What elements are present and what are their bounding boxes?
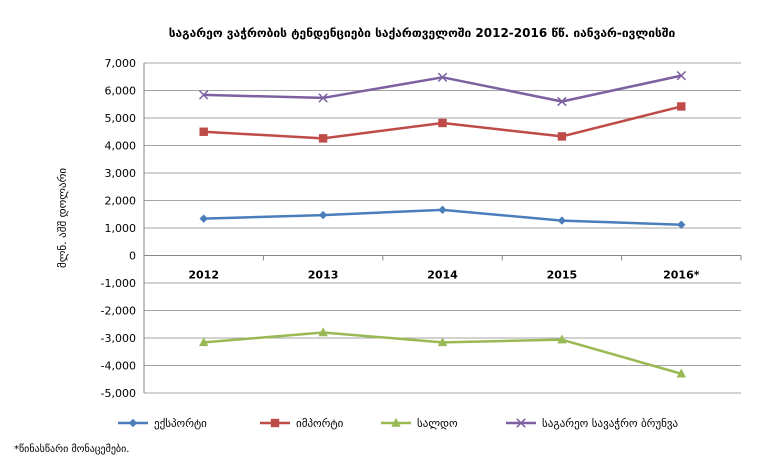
x-tick-label: 2015: [547, 269, 578, 282]
x-tick-labels: 2012 2013 2014 2015 2016*: [188, 269, 699, 282]
data-point: [557, 216, 567, 225]
legend-item: ექსპორტი: [118, 417, 207, 430]
y-tick-label: -3,000: [101, 332, 136, 345]
y-tick-labels: 7,000 6,000 5,000 4,000 3,000 2,000 1,000 0 -1,0…: [101, 57, 136, 400]
series-group: [199, 102, 686, 143]
chart-title: საგარეო ვაჭრობის ტენდენციები საქართველოშ…: [169, 26, 676, 40]
y-tick-label: -5,000: [101, 387, 136, 400]
x-tick-label: 2012: [188, 269, 219, 282]
legend-label: ექსპორტი: [154, 417, 207, 430]
legend-label: იმპორტი: [296, 417, 344, 430]
legend-item: იმპორტი: [260, 417, 344, 430]
data-point: [516, 418, 526, 428]
footnote: *წინასწარი მონაცემები.: [14, 444, 130, 455]
data-point: [676, 368, 686, 378]
data-point: [557, 96, 567, 107]
series-lines: [198, 70, 687, 378]
data-point: [199, 214, 208, 223]
y-tick-label: 2,000: [105, 195, 137, 208]
data-point: [437, 337, 448, 347]
y-axis-label: მლნ. აშშ დოლარი: [56, 168, 69, 268]
data-point: [391, 417, 401, 427]
data-point: [318, 327, 328, 337]
data-point-stroke: [198, 90, 209, 100]
y-tick-label: -1,000: [101, 277, 136, 290]
data-point: [677, 220, 686, 229]
legend: ექსპორტი იმპორტი სალდო საგარეო სავაჭრო ბრუნ…: [118, 417, 679, 430]
data-point: [437, 72, 448, 83]
data-point: [318, 93, 328, 103]
y-tick-label: 6,000: [105, 85, 137, 98]
data-point: [270, 418, 280, 428]
data-point: [199, 337, 209, 347]
y-tick-label: 7,000: [105, 57, 137, 70]
data-point-stroke: [318, 93, 328, 103]
data-point: [438, 118, 447, 128]
data-point: [676, 70, 687, 81]
data-point: [557, 132, 567, 141]
data-point: [199, 127, 208, 136]
y-tick-label: -2,000: [101, 305, 136, 318]
axes: [143, 63, 742, 393]
data-point: [318, 134, 328, 143]
series-line: [203, 74, 682, 103]
legend-label: საგარეო სავაჭრო ბრუნვა: [542, 417, 679, 430]
series-group: [199, 327, 686, 378]
data-point-stroke: [516, 418, 526, 428]
data-point-stroke: [437, 72, 448, 83]
y-tick-label: 0: [129, 250, 136, 263]
series-group: [198, 70, 687, 107]
data-point: [198, 90, 209, 100]
legend-label: სალდო: [417, 417, 458, 430]
y-tick-label: -4,000: [101, 360, 136, 373]
data-point: [128, 418, 138, 428]
series-group: [199, 205, 686, 229]
data-point-stroke: [676, 70, 687, 81]
legend-item: სალდო: [381, 417, 458, 430]
y-tick-label: 3,000: [105, 167, 137, 180]
x-tick-label: 2016*: [663, 269, 700, 282]
x-tick-label: 2013: [308, 269, 339, 282]
data-point: [677, 102, 686, 111]
legend-item: საგარეო სავაჭრო ბრუნვა: [506, 417, 679, 430]
data-point: [557, 334, 567, 344]
data-point: [318, 210, 328, 220]
y-tick-label: 4,000: [105, 140, 137, 153]
data-point: [438, 205, 447, 215]
y-tick-label: 1,000: [105, 222, 137, 235]
y-tick-label: 5,000: [105, 112, 137, 125]
data-point-stroke: [557, 96, 567, 107]
x-tick-label: 2014: [427, 269, 458, 282]
